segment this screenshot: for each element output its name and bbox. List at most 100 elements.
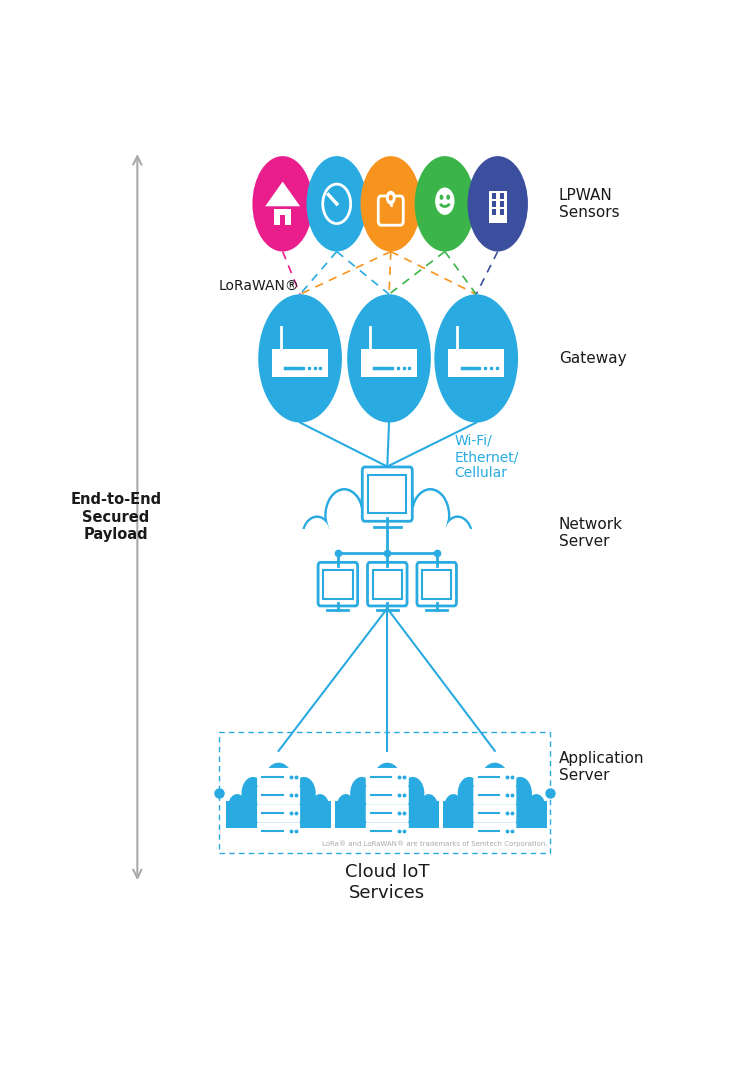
Circle shape	[228, 795, 246, 820]
Circle shape	[327, 491, 362, 540]
Circle shape	[394, 508, 430, 561]
FancyBboxPatch shape	[473, 786, 516, 804]
Text: Cloud IoT
Services: Cloud IoT Services	[345, 863, 430, 902]
Circle shape	[392, 506, 432, 563]
FancyBboxPatch shape	[489, 191, 507, 223]
Ellipse shape	[361, 156, 421, 252]
FancyBboxPatch shape	[500, 209, 504, 215]
FancyBboxPatch shape	[500, 193, 504, 199]
Circle shape	[335, 202, 338, 206]
FancyBboxPatch shape	[473, 768, 516, 786]
Ellipse shape	[467, 156, 528, 252]
Ellipse shape	[307, 156, 367, 252]
Circle shape	[444, 795, 463, 820]
Circle shape	[442, 517, 472, 559]
FancyBboxPatch shape	[473, 822, 516, 841]
FancyBboxPatch shape	[257, 822, 300, 841]
Circle shape	[388, 194, 393, 201]
Circle shape	[401, 776, 424, 810]
Ellipse shape	[347, 295, 430, 423]
Circle shape	[362, 467, 413, 538]
Circle shape	[435, 188, 454, 215]
Circle shape	[337, 795, 355, 820]
Circle shape	[412, 489, 449, 543]
Circle shape	[364, 469, 411, 536]
Circle shape	[419, 795, 438, 820]
FancyBboxPatch shape	[422, 569, 451, 599]
Circle shape	[527, 795, 545, 820]
Bar	[335, 801, 440, 828]
Circle shape	[497, 787, 522, 823]
FancyBboxPatch shape	[373, 569, 402, 599]
Circle shape	[344, 508, 381, 561]
Bar	[442, 801, 547, 828]
Circle shape	[479, 763, 511, 807]
FancyBboxPatch shape	[323, 569, 352, 599]
Text: Gateway: Gateway	[559, 351, 626, 366]
Ellipse shape	[258, 295, 342, 423]
Circle shape	[389, 787, 415, 823]
Text: LoRaWAN®: LoRaWAN®	[219, 279, 299, 293]
Circle shape	[444, 518, 471, 556]
Ellipse shape	[415, 156, 475, 252]
Bar	[226, 801, 331, 828]
FancyBboxPatch shape	[368, 475, 407, 513]
Circle shape	[302, 517, 332, 559]
Circle shape	[280, 787, 306, 823]
Circle shape	[442, 517, 472, 559]
Polygon shape	[266, 182, 300, 206]
FancyBboxPatch shape	[492, 193, 496, 199]
Ellipse shape	[434, 295, 518, 423]
Bar	[298, 529, 476, 568]
Ellipse shape	[253, 156, 313, 252]
FancyBboxPatch shape	[366, 786, 409, 804]
FancyBboxPatch shape	[257, 786, 300, 804]
Circle shape	[302, 517, 332, 559]
Circle shape	[467, 787, 493, 823]
FancyBboxPatch shape	[362, 349, 417, 377]
Circle shape	[350, 776, 374, 810]
Circle shape	[251, 787, 277, 823]
FancyBboxPatch shape	[274, 208, 291, 224]
FancyBboxPatch shape	[257, 804, 300, 822]
Circle shape	[262, 763, 295, 807]
Circle shape	[360, 787, 386, 823]
Circle shape	[342, 506, 382, 563]
Circle shape	[458, 776, 482, 810]
Circle shape	[440, 194, 443, 200]
Circle shape	[412, 489, 449, 543]
Text: Application
Server: Application Server	[559, 751, 644, 783]
FancyBboxPatch shape	[500, 201, 504, 206]
Text: Network
Server: Network Server	[559, 517, 622, 549]
Circle shape	[326, 489, 363, 543]
FancyBboxPatch shape	[492, 201, 496, 206]
Circle shape	[392, 506, 432, 563]
Circle shape	[303, 518, 331, 556]
Text: Wi-Fi/
Ethernet/
Cellular: Wi-Fi/ Ethernet/ Cellular	[454, 434, 518, 481]
Circle shape	[371, 763, 404, 807]
Text: LPWAN
Sensors: LPWAN Sensors	[559, 188, 620, 220]
FancyBboxPatch shape	[366, 804, 409, 822]
Circle shape	[326, 489, 363, 543]
Circle shape	[242, 776, 265, 810]
FancyBboxPatch shape	[473, 804, 516, 822]
FancyBboxPatch shape	[492, 209, 496, 215]
Circle shape	[292, 776, 316, 810]
FancyBboxPatch shape	[366, 768, 409, 786]
Circle shape	[446, 194, 450, 200]
Text: LoRa® and LoRaWAN® are trademarks of Semtech Corporation.: LoRa® and LoRaWAN® are trademarks of Sem…	[322, 841, 547, 847]
FancyBboxPatch shape	[362, 467, 413, 521]
Circle shape	[310, 795, 329, 820]
FancyBboxPatch shape	[257, 768, 300, 786]
FancyBboxPatch shape	[318, 563, 358, 606]
Bar	[298, 529, 476, 568]
FancyBboxPatch shape	[448, 349, 504, 377]
Circle shape	[509, 776, 532, 810]
FancyBboxPatch shape	[366, 822, 409, 841]
FancyBboxPatch shape	[417, 563, 457, 606]
Text: End-to-End
Secured
Payload: End-to-End Secured Payload	[70, 492, 161, 543]
Circle shape	[386, 191, 396, 205]
FancyBboxPatch shape	[272, 349, 328, 377]
FancyBboxPatch shape	[280, 215, 286, 224]
Circle shape	[413, 491, 448, 540]
